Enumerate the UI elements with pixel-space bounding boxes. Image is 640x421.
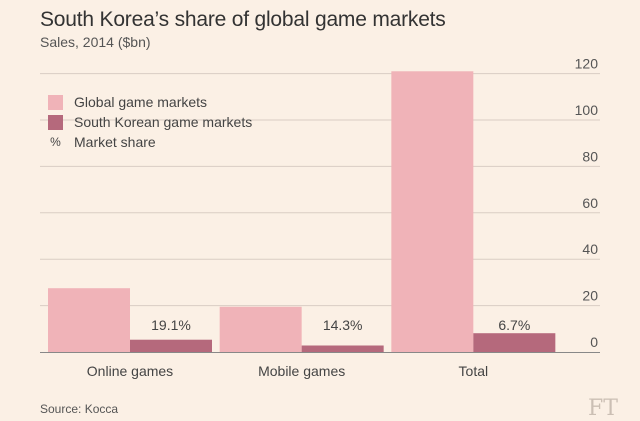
chart-subtitle: Sales, 2014 ($bn): [40, 34, 151, 50]
legend-label-global: Global game markets: [74, 94, 208, 110]
bar-global-2: [391, 71, 474, 352]
ft-logo: FT: [588, 396, 618, 421]
bar-korea-2: [473, 333, 556, 352]
legend-label-share: Market share: [74, 134, 156, 150]
legend-swatch-korea: [48, 114, 63, 130]
y-tick-label: 120: [575, 56, 599, 72]
source-note: Source: Kocca: [40, 402, 119, 416]
bar-korea-1: [301, 345, 384, 352]
legend: Global game markets South Korean game ma…: [48, 92, 252, 152]
bar-global-1: [219, 306, 302, 352]
y-tick-label: 0: [590, 334, 598, 350]
market-share-label: 6.7%: [498, 317, 530, 333]
y-tick-label: 60: [582, 195, 598, 211]
market-share-label: 19.1%: [151, 317, 191, 333]
x-tick-label: Total: [459, 363, 489, 379]
market-share-label: 14.3%: [323, 317, 363, 333]
legend-label-korea: South Korean game markets: [74, 114, 253, 130]
y-tick-label: 100: [575, 102, 599, 118]
bar-global-0: [48, 288, 130, 352]
legend-item-korea: South Korean game markets: [48, 112, 252, 132]
chart-title: South Korea’s share of global game marke…: [40, 8, 446, 31]
legend-item-share: % Market share: [48, 132, 252, 152]
legend-percent-symbol: %: [50, 135, 61, 149]
y-tick-label: 20: [582, 288, 598, 304]
x-tick-label: Mobile games: [258, 363, 345, 379]
legend-swatch-global: [48, 94, 63, 110]
y-tick-label: 80: [582, 148, 598, 164]
x-tick-label: Online games: [87, 363, 173, 379]
legend-item-global: Global game markets: [48, 92, 252, 112]
y-tick-label: 40: [582, 241, 598, 257]
bar-korea-0: [130, 339, 212, 352]
